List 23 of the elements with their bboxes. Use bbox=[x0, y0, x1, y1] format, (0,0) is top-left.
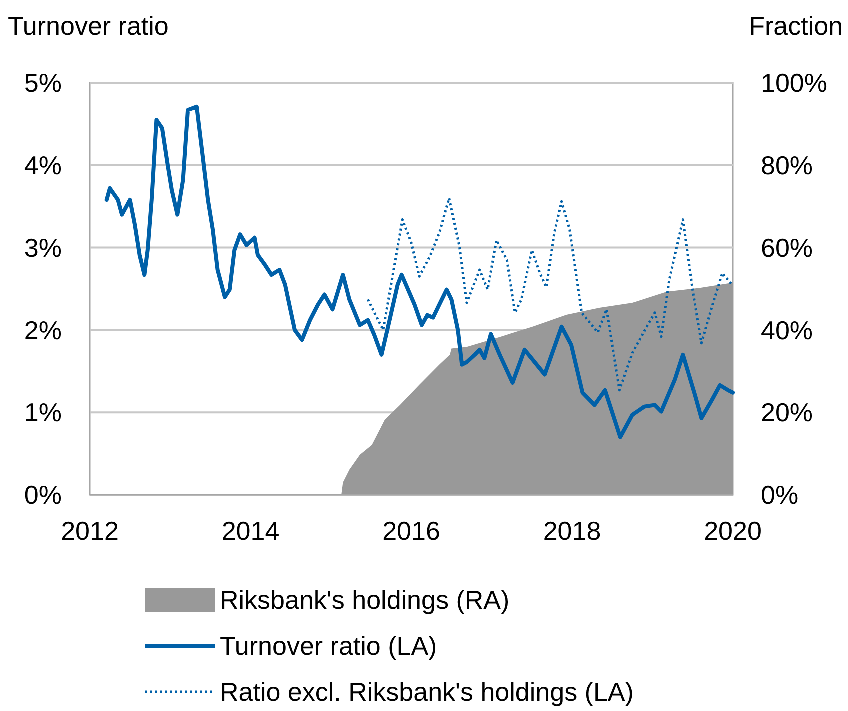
y2-tick-label: 40% bbox=[761, 315, 814, 346]
line-series bbox=[104, 104, 735, 440]
x-tick-label: 2016 bbox=[382, 516, 440, 546]
y2-tick-label: 0% bbox=[761, 480, 799, 510]
legend-label: Turnover ratio (LA) bbox=[220, 631, 438, 662]
x-tick-label: 2020 bbox=[704, 516, 762, 546]
y-tick-label: 4% bbox=[24, 150, 62, 180]
y-axis-title: Turnover ratio bbox=[8, 11, 169, 41]
y-tick-label: 0% bbox=[24, 480, 62, 510]
x-tick-label: 2012 bbox=[61, 516, 119, 546]
y2-tick-label: 100% bbox=[761, 68, 828, 98]
y-tick-label: 5% bbox=[24, 68, 62, 98]
y2-tick-label: 80% bbox=[761, 150, 814, 180]
y2-tick-label: 60% bbox=[761, 232, 814, 263]
y2-tick-label: 20% bbox=[761, 398, 814, 428]
y-tick-label: 3% bbox=[24, 232, 62, 263]
x-tick-label: 2018 bbox=[543, 516, 602, 546]
y2-axis-title: Fraction bbox=[749, 11, 843, 41]
x-tick-label: 2014 bbox=[222, 516, 280, 546]
legend-label: Ratio excl. Riksbank's holdings (LA) bbox=[220, 677, 634, 708]
y-tick-label: 2% bbox=[24, 315, 62, 346]
legend-label: Riksbank's holdings (RA) bbox=[220, 585, 510, 616]
y-tick-label: 1% bbox=[24, 398, 62, 428]
